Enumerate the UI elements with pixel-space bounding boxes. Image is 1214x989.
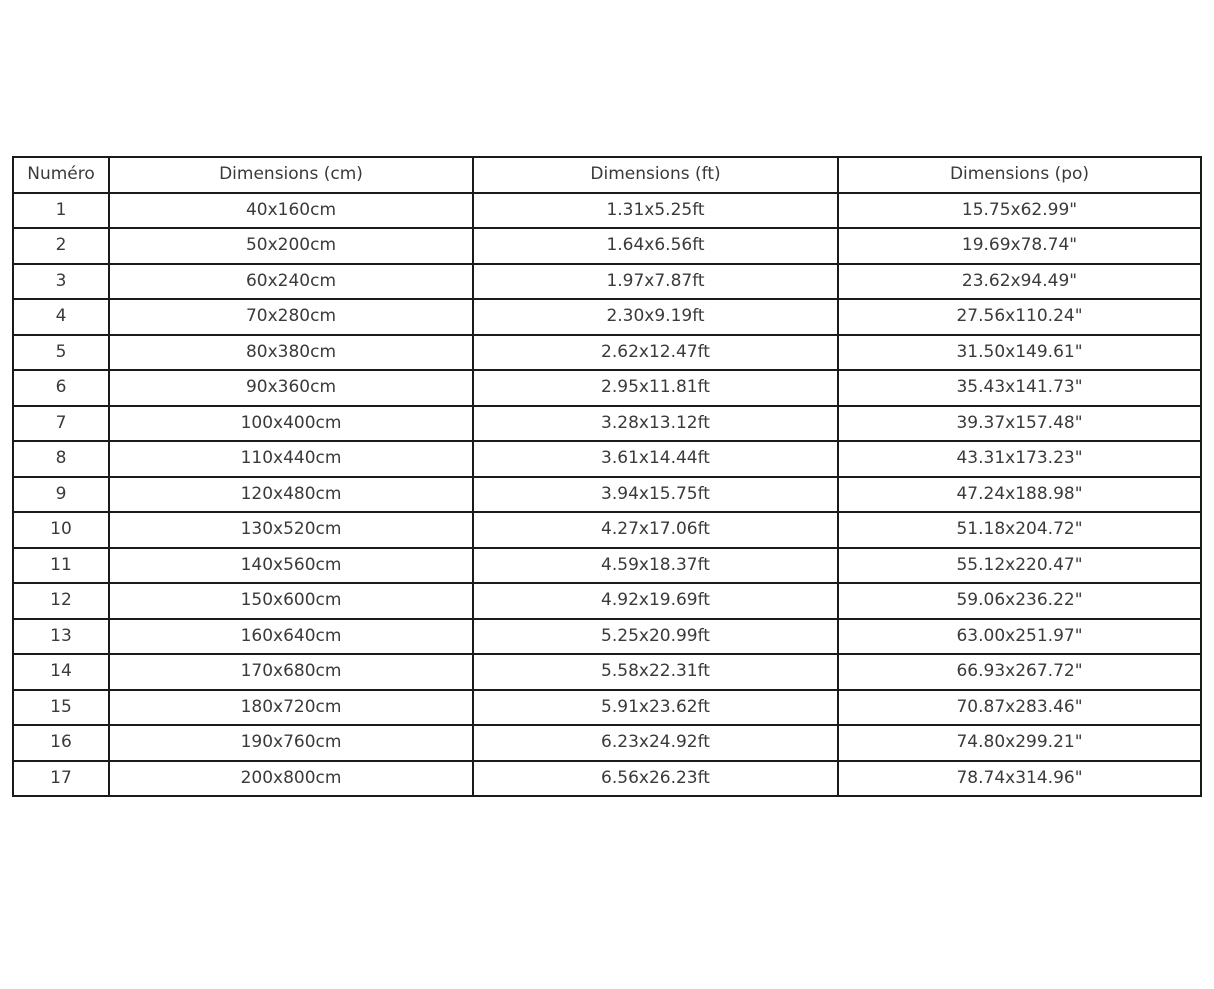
table-cell: 70.87x283.46"	[837, 688, 1202, 726]
table-cell: 8	[12, 440, 110, 478]
table-cell: 9	[12, 475, 110, 513]
table-cell: 39.37x157.48"	[837, 404, 1202, 442]
table-cell: 70x280cm	[108, 298, 474, 336]
table-cell: 6	[12, 369, 110, 407]
table-cell: 1.97x7.87ft	[472, 262, 839, 300]
table-cell: 6.56x26.23ft	[472, 759, 839, 797]
table-row: 8 110x440cm 3.61x14.44ft 43.31x173.23"	[12, 440, 1202, 478]
table-cell: 2.62x12.47ft	[472, 333, 839, 371]
table-row: 14 170x680cm 5.58x22.31ft 66.93x267.72"	[12, 653, 1202, 691]
table-cell: 16	[12, 724, 110, 762]
table-cell: 31.50x149.61"	[837, 333, 1202, 371]
table-cell: 100x400cm	[108, 404, 474, 442]
column-header-numero: Numéro	[12, 156, 110, 194]
table-cell: 180x720cm	[108, 688, 474, 726]
table-cell: 15.75x62.99"	[837, 191, 1202, 229]
table-cell: 13	[12, 617, 110, 655]
table-row: 15 180x720cm 5.91x23.62ft 70.87x283.46"	[12, 688, 1202, 726]
table-row: 11 140x560cm 4.59x18.37ft 55.12x220.47"	[12, 546, 1202, 584]
table-cell: 47.24x188.98"	[837, 475, 1202, 513]
table-cell: 3.94x15.75ft	[472, 475, 839, 513]
table-cell: 23.62x94.49"	[837, 262, 1202, 300]
table-cell: 90x360cm	[108, 369, 474, 407]
table-cell: 60x240cm	[108, 262, 474, 300]
table-row: 16 190x760cm 6.23x24.92ft 74.80x299.21"	[12, 724, 1202, 762]
column-header-dimensions-ft: Dimensions (ft)	[472, 156, 839, 194]
table-cell: 170x680cm	[108, 653, 474, 691]
table-cell: 160x640cm	[108, 617, 474, 655]
table-row: 2 50x200cm 1.64x6.56ft 19.69x78.74"	[12, 227, 1202, 265]
table-cell: 19.69x78.74"	[837, 227, 1202, 265]
table-cell: 2.30x9.19ft	[472, 298, 839, 336]
table-row: 9 120x480cm 3.94x15.75ft 47.24x188.98"	[12, 475, 1202, 513]
table-row: 1 40x160cm 1.31x5.25ft 15.75x62.99"	[12, 191, 1202, 229]
table-row: 3 60x240cm 1.97x7.87ft 23.62x94.49"	[12, 262, 1202, 300]
table-cell: 78.74x314.96"	[837, 759, 1202, 797]
table-cell: 74.80x299.21"	[837, 724, 1202, 762]
table-cell: 4.59x18.37ft	[472, 546, 839, 584]
table-cell: 1	[12, 191, 110, 229]
table-cell: 110x440cm	[108, 440, 474, 478]
table-row: 6 90x360cm 2.95x11.81ft 35.43x141.73"	[12, 369, 1202, 407]
table-cell: 40x160cm	[108, 191, 474, 229]
table-cell: 80x380cm	[108, 333, 474, 371]
table-cell: 2.95x11.81ft	[472, 369, 839, 407]
table-cell: 7	[12, 404, 110, 442]
table-row: 7 100x400cm 3.28x13.12ft 39.37x157.48"	[12, 404, 1202, 442]
table-cell: 3	[12, 262, 110, 300]
table-cell: 4.92x19.69ft	[472, 582, 839, 620]
table-cell: 63.00x251.97"	[837, 617, 1202, 655]
table-cell: 5.58x22.31ft	[472, 653, 839, 691]
table-cell: 2	[12, 227, 110, 265]
table-cell: 27.56x110.24"	[837, 298, 1202, 336]
table-cell: 66.93x267.72"	[837, 653, 1202, 691]
table-row: 17 200x800cm 6.56x26.23ft 78.74x314.96"	[12, 759, 1202, 797]
table-cell: 140x560cm	[108, 546, 474, 584]
table-cell: 35.43x141.73"	[837, 369, 1202, 407]
table-cell: 3.61x14.44ft	[472, 440, 839, 478]
table-row: 4 70x280cm 2.30x9.19ft 27.56x110.24"	[12, 298, 1202, 336]
table-row: 10 130x520cm 4.27x17.06ft 51.18x204.72"	[12, 511, 1202, 549]
table-cell: 130x520cm	[108, 511, 474, 549]
table-row: 12 150x600cm 4.92x19.69ft 59.06x236.22"	[12, 582, 1202, 620]
table-cell: 12	[12, 582, 110, 620]
table-cell: 11	[12, 546, 110, 584]
table-row: 5 80x380cm 2.62x12.47ft 31.50x149.61"	[12, 333, 1202, 371]
table-cell: 55.12x220.47"	[837, 546, 1202, 584]
table-cell: 10	[12, 511, 110, 549]
table-cell: 120x480cm	[108, 475, 474, 513]
header-row: Numéro Dimensions (cm) Dimensions (ft) D…	[12, 156, 1202, 194]
table-cell: 5.25x20.99ft	[472, 617, 839, 655]
table-cell: 6.23x24.92ft	[472, 724, 839, 762]
table-cell: 1.31x5.25ft	[472, 191, 839, 229]
table-cell: 43.31x173.23"	[837, 440, 1202, 478]
table-cell: 5	[12, 333, 110, 371]
table-cell: 200x800cm	[108, 759, 474, 797]
dimensions-table: Numéro Dimensions (cm) Dimensions (ft) D…	[12, 156, 1202, 797]
table-cell: 190x760cm	[108, 724, 474, 762]
table-cell: 5.91x23.62ft	[472, 688, 839, 726]
table-body: 1 40x160cm 1.31x5.25ft 15.75x62.99" 2 50x200c…	[12, 191, 1202, 797]
table-cell: 1.64x6.56ft	[472, 227, 839, 265]
table-cell: 51.18x204.72"	[837, 511, 1202, 549]
column-header-dimensions-po: Dimensions (po)	[837, 156, 1202, 194]
table-cell: 59.06x236.22"	[837, 582, 1202, 620]
table-cell: 50x200cm	[108, 227, 474, 265]
table-cell: 17	[12, 759, 110, 797]
column-header-dimensions-cm: Dimensions (cm)	[108, 156, 474, 194]
table-cell: 150x600cm	[108, 582, 474, 620]
table-cell: 15	[12, 688, 110, 726]
table-cell: 3.28x13.12ft	[472, 404, 839, 442]
table-cell: 4	[12, 298, 110, 336]
table-row: 13 160x640cm 5.25x20.99ft 63.00x251.97"	[12, 617, 1202, 655]
table-cell: 4.27x17.06ft	[472, 511, 839, 549]
table-cell: 14	[12, 653, 110, 691]
